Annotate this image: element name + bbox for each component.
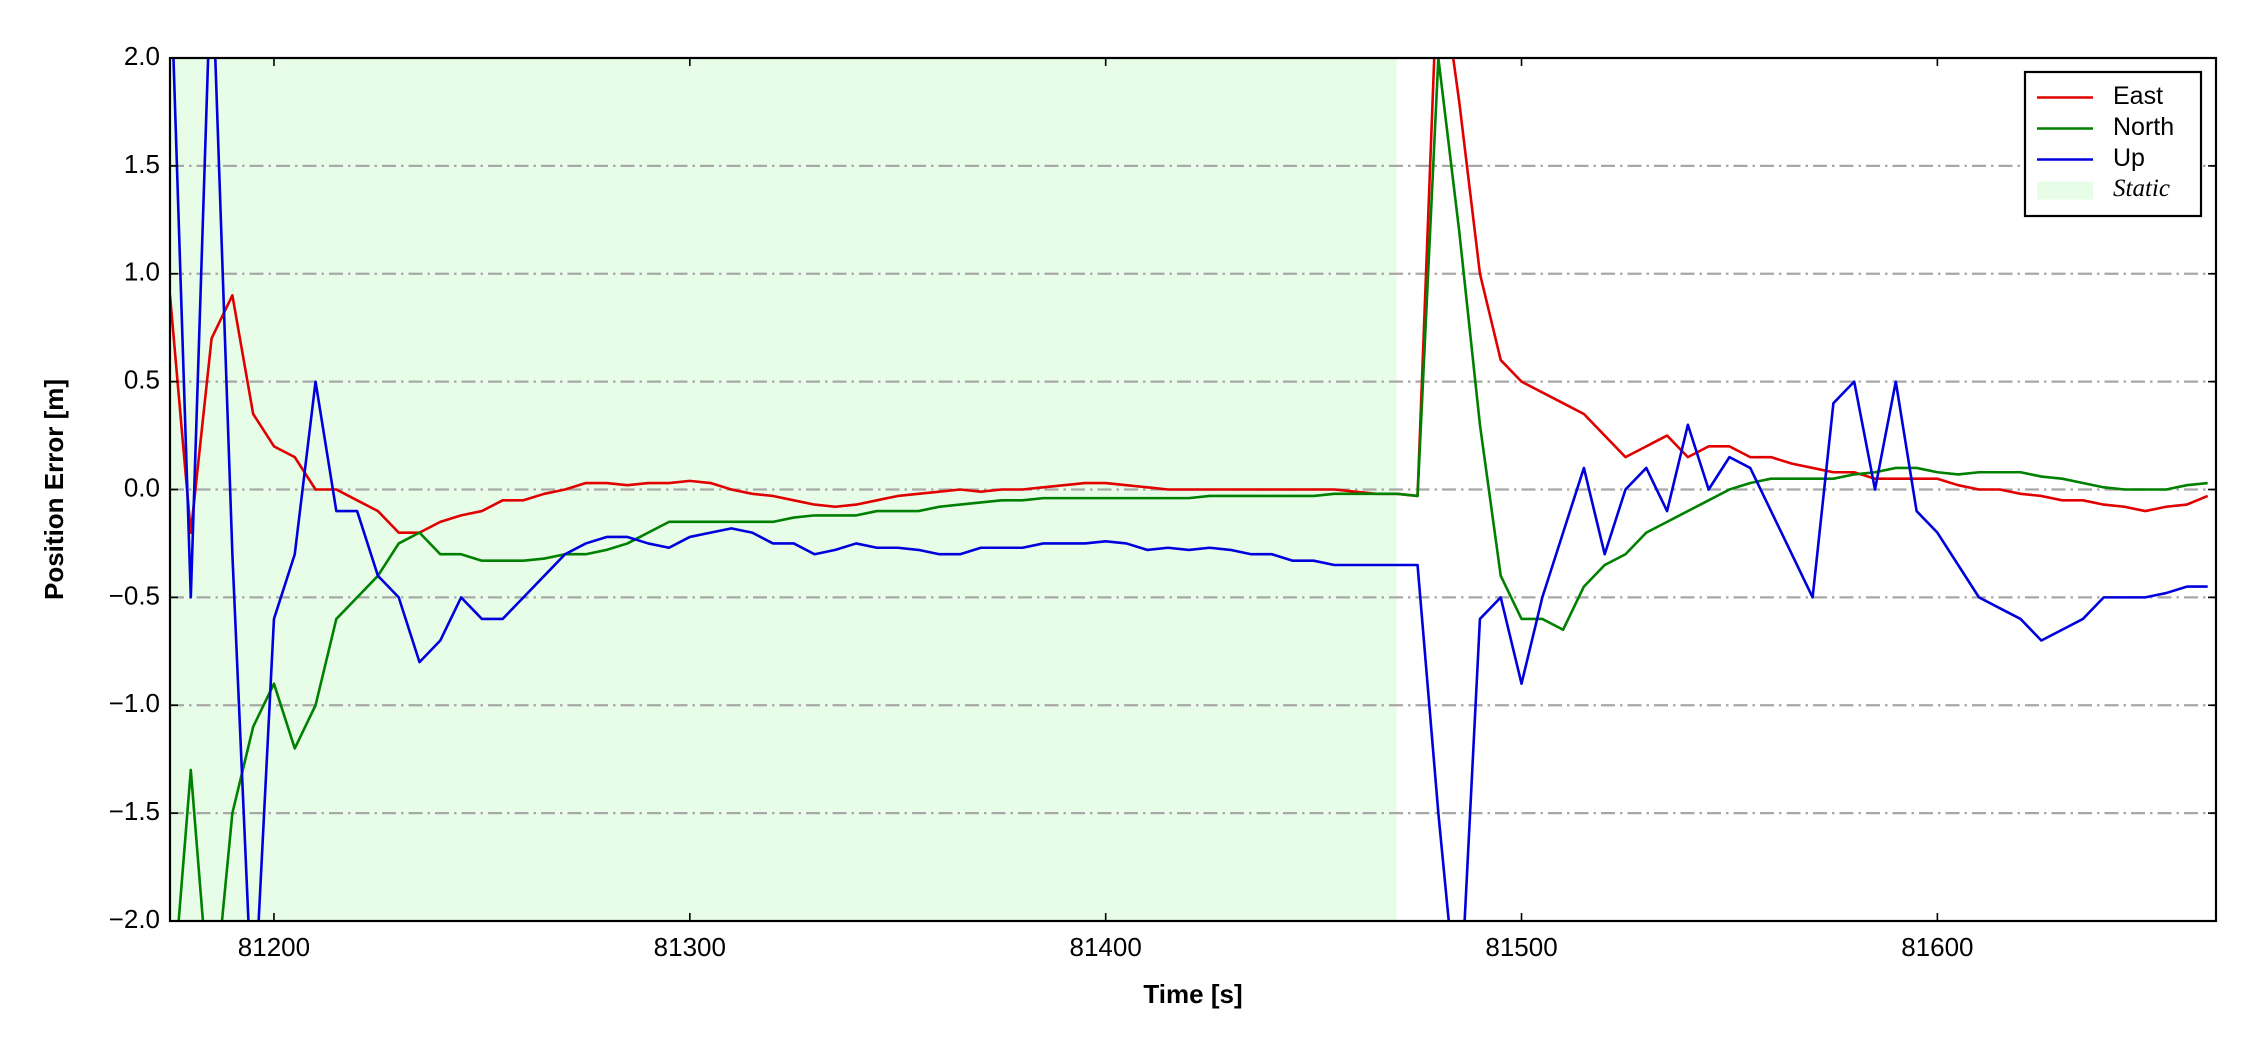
legend: East North Up Static bbox=[2023, 70, 2203, 218]
y-tick-label: −0.5 bbox=[109, 580, 160, 610]
x-tick-label: 81400 bbox=[1070, 932, 1142, 962]
x-tick-label: 81500 bbox=[1485, 932, 1557, 962]
legend-swatch bbox=[2037, 181, 2093, 200]
y-tick-label: 1.0 bbox=[124, 257, 160, 287]
y-tick-label: −2.0 bbox=[109, 904, 160, 934]
y-tick-label: 0.5 bbox=[124, 365, 160, 395]
series-line bbox=[172, 58, 2208, 921]
legend-label: Static bbox=[2113, 175, 2170, 202]
x-axis-label: Time [s] bbox=[1143, 979, 1242, 1009]
x-tick-label: 81200 bbox=[238, 932, 310, 962]
series-line bbox=[170, 58, 2209, 534]
series-line bbox=[177, 58, 2208, 921]
legend-label: East bbox=[2113, 82, 2163, 110]
lines bbox=[170, 58, 2209, 921]
y-tick-label: −1.5 bbox=[109, 796, 160, 826]
legend-label: North bbox=[2113, 113, 2174, 141]
legend-label: Up bbox=[2113, 144, 2145, 172]
y-tick-label: −1.0 bbox=[109, 688, 160, 718]
x-tick-label: 81300 bbox=[654, 932, 726, 962]
y-axis-label: Position Error [m] bbox=[39, 379, 69, 600]
y-tick-label: 2.0 bbox=[124, 41, 160, 71]
y-tick-label: 1.5 bbox=[124, 149, 160, 179]
y-tick-label: 0.0 bbox=[124, 472, 160, 502]
x-tick-label: 81600 bbox=[1901, 932, 1973, 962]
axes: −2.0 −1.5 −1.0 −0.5 0.0 0.5 1.0 1.5 2.0 81200 8130… bbox=[109, 41, 2218, 962]
plot-frame bbox=[168, 56, 2218, 923]
